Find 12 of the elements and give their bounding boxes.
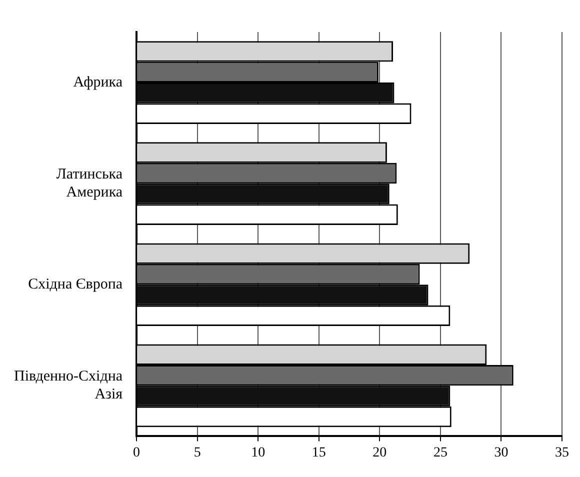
y-tick-label: Південно-Східна Азія <box>14 368 123 403</box>
y-tick-label: Східна Європа <box>28 276 123 293</box>
x-tick-label: 0 <box>133 445 140 460</box>
y-tick-label: Африка <box>73 74 123 90</box>
y-tick-label: Латинська Америка <box>56 166 123 201</box>
x-tick-label: 15 <box>312 445 326 460</box>
x-tick-label: 35 <box>555 445 569 460</box>
x-tick-label: 30 <box>494 445 508 460</box>
x-tick-label: 25 <box>433 445 448 460</box>
x-tick-label: 5 <box>194 445 201 460</box>
x-tick-label: 10 <box>251 445 266 460</box>
x-tick-label: 20 <box>372 445 387 460</box>
